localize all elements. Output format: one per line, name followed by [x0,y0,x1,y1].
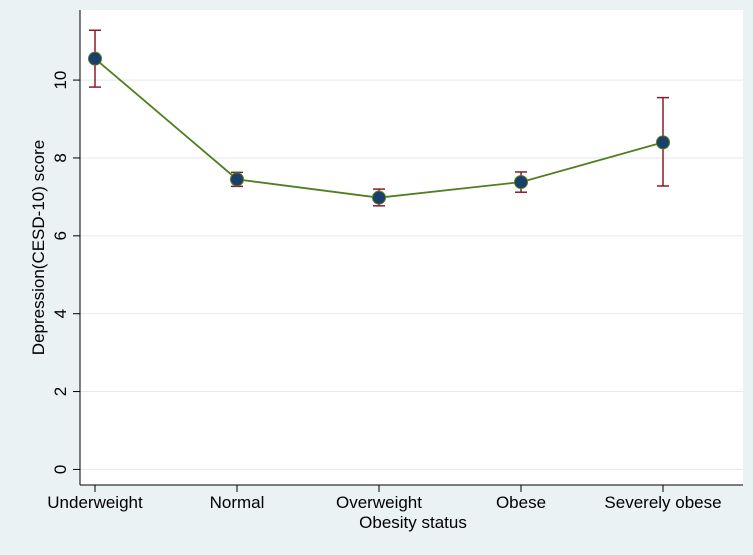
data-point [514,175,528,190]
series-layer [88,29,670,207]
x-tick-label: Normal [210,493,265,512]
y-tick-label: 4 [51,309,70,318]
axes: 0 2 4 6 8 10 Underweight Normal Overweight Obese S… [47,10,743,512]
y-tick-label: 2 [51,387,70,396]
y-tick-label: 6 [51,231,70,240]
data-point [656,135,670,150]
y-axis-title: Depression(CESD-10) score [29,140,48,355]
y-tick-label: 0 [51,465,70,474]
y-tick-label: 10 [51,71,70,90]
plot-area [80,10,743,485]
data-point [230,172,244,187]
x-axis-title: Obesity status [359,513,467,532]
x-tick-label: Severely obese [604,493,721,512]
data-point [372,190,386,205]
gridlines [80,79,743,470]
x-tick-label: Underweight [47,493,143,512]
data-point [88,51,102,66]
y-tick-label: 8 [51,153,70,162]
x-tick-label: Overweight [336,493,422,512]
x-tick-label: Obese [496,493,546,512]
